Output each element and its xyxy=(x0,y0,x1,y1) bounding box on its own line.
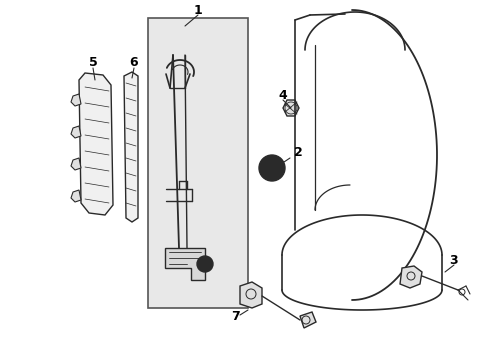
Bar xyxy=(148,18,247,308)
Text: 1: 1 xyxy=(193,4,202,17)
Circle shape xyxy=(259,155,285,181)
Polygon shape xyxy=(399,266,421,288)
Polygon shape xyxy=(71,126,81,138)
Text: 5: 5 xyxy=(88,55,97,68)
Polygon shape xyxy=(71,190,81,202)
Polygon shape xyxy=(79,73,113,215)
Circle shape xyxy=(197,256,213,272)
Text: 2: 2 xyxy=(293,145,302,158)
Text: 3: 3 xyxy=(449,253,457,266)
Text: 7: 7 xyxy=(230,310,239,323)
Polygon shape xyxy=(124,72,138,222)
Polygon shape xyxy=(71,158,81,170)
Polygon shape xyxy=(299,312,315,328)
Polygon shape xyxy=(71,94,81,106)
Text: 4: 4 xyxy=(278,89,287,102)
Polygon shape xyxy=(240,282,262,308)
Text: 6: 6 xyxy=(129,55,138,68)
Polygon shape xyxy=(283,100,298,116)
Polygon shape xyxy=(164,248,204,280)
